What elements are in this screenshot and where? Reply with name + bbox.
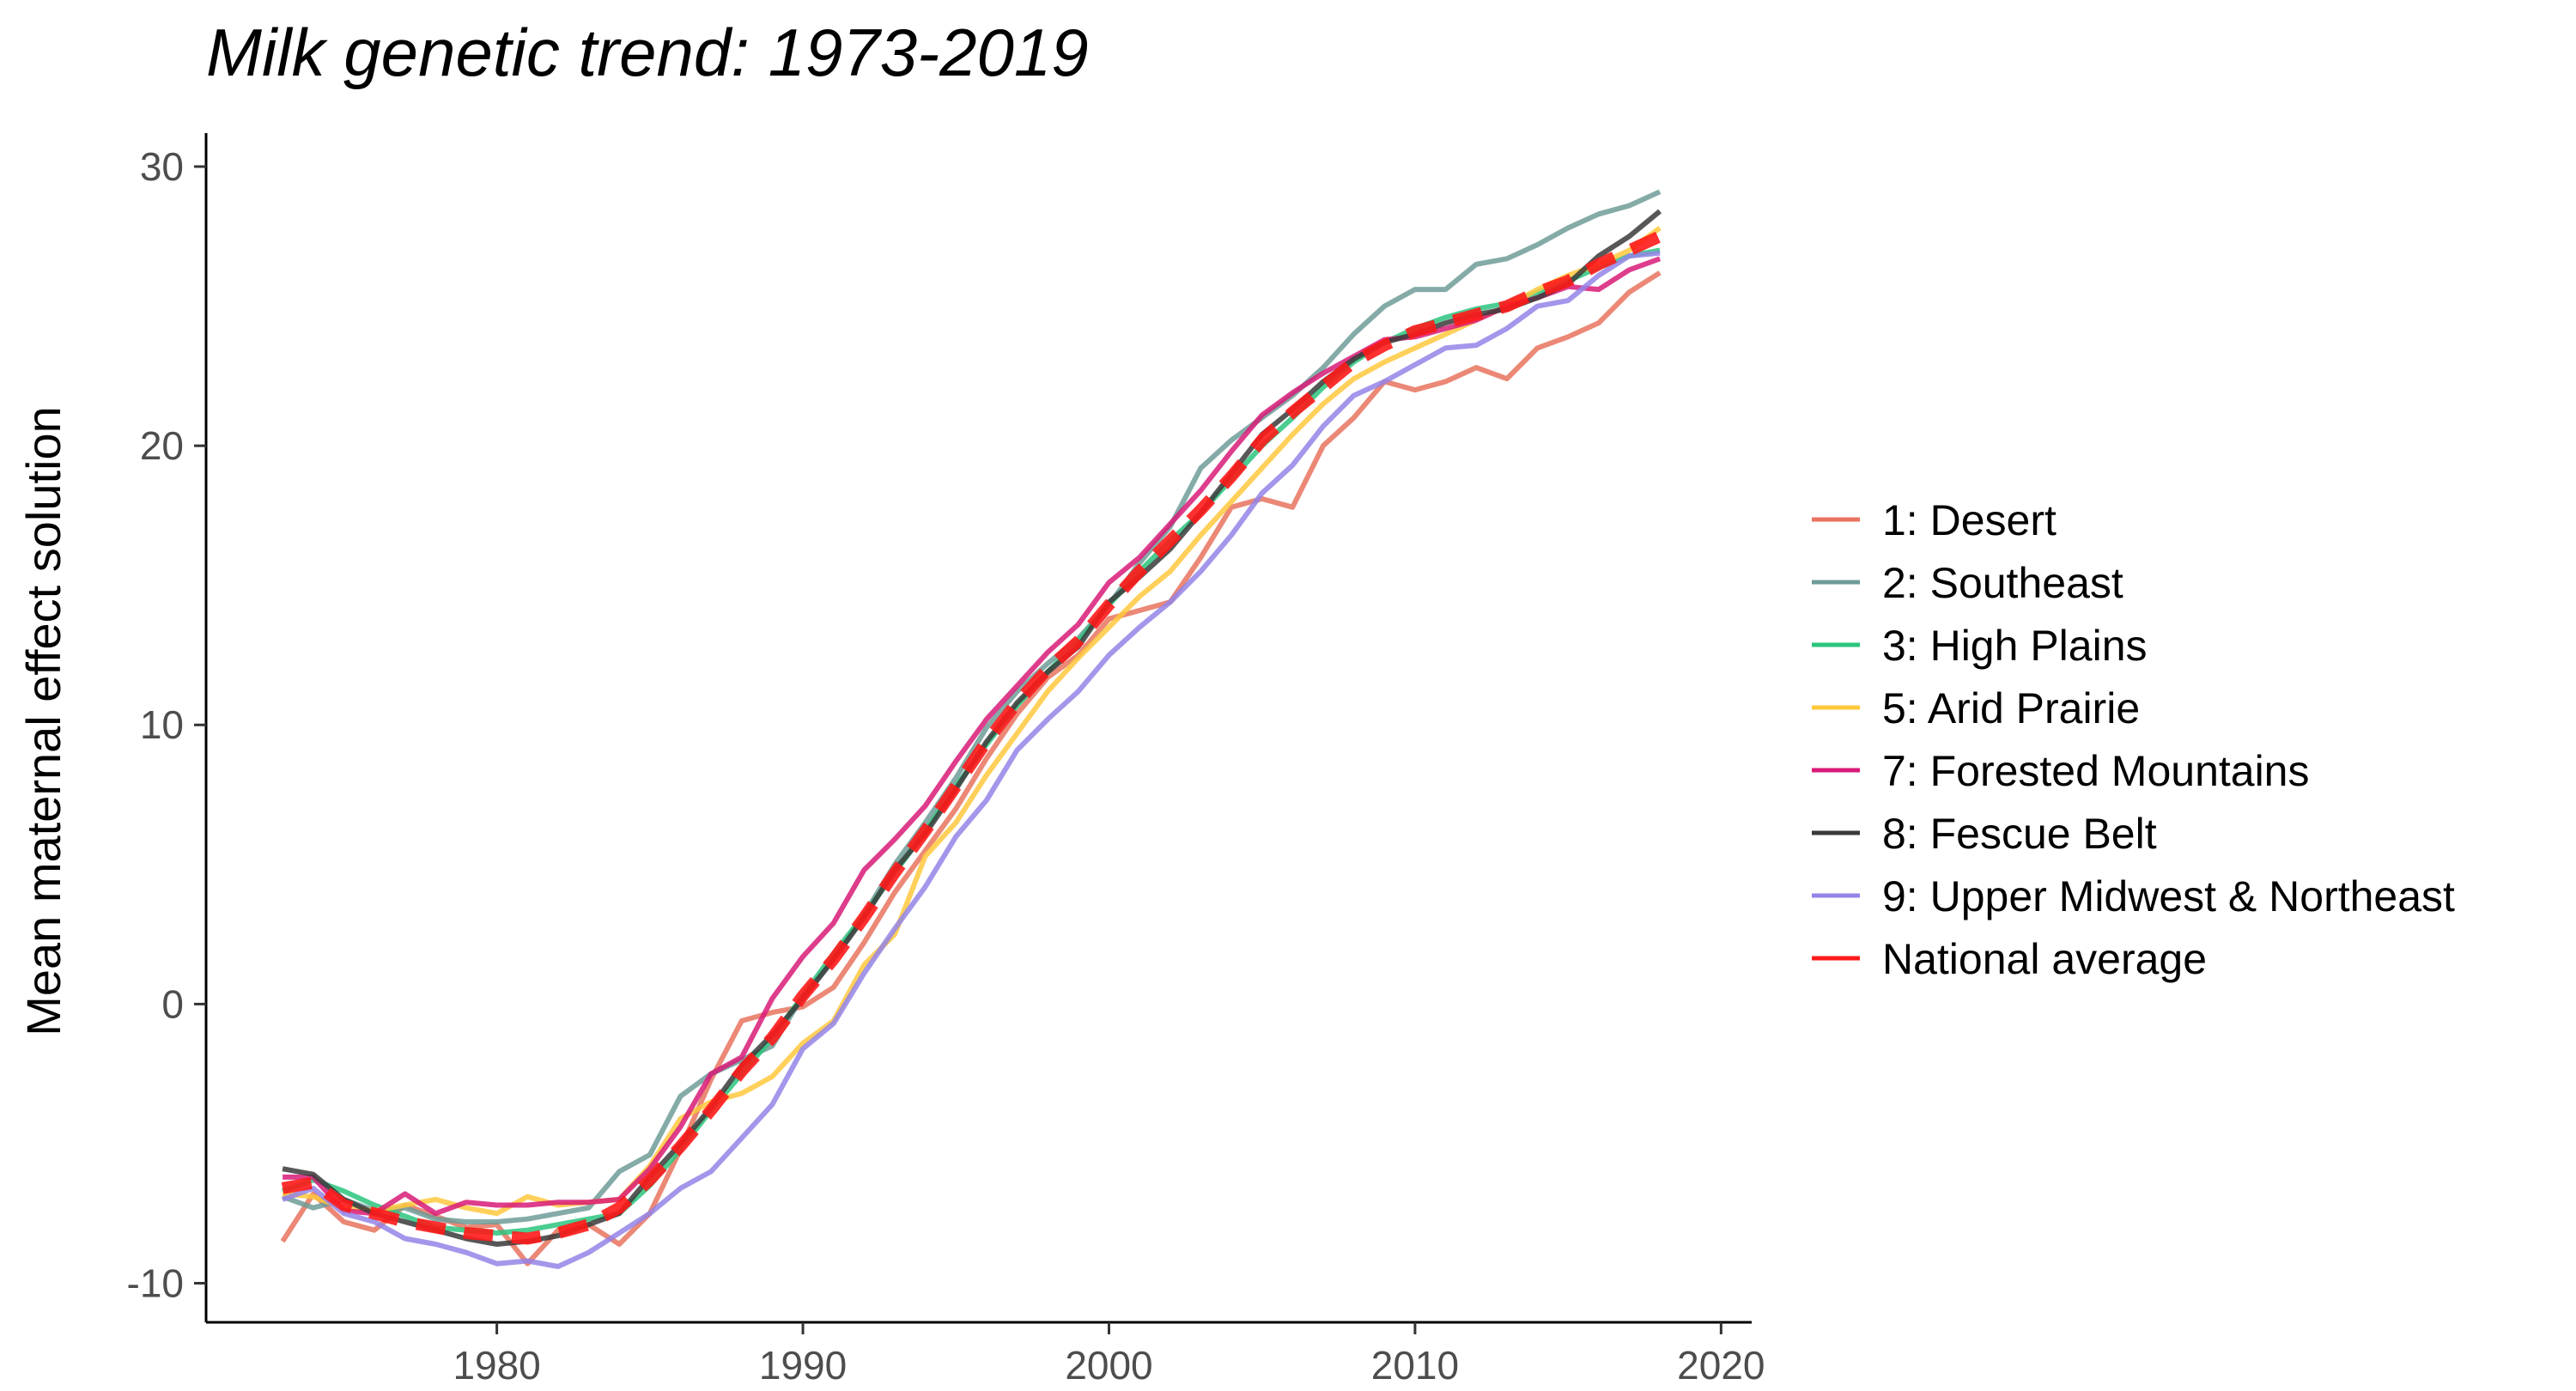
y-axis-title: Mean maternal effect solution <box>16 406 70 1036</box>
x-tick-label: 2000 <box>1065 1343 1152 1388</box>
series-line-7-forested-mountains <box>283 256 1662 1217</box>
legend-label-3-high-plains: 3: High Plains <box>1882 622 2148 670</box>
x-tick-label: 2020 <box>1677 1343 1765 1388</box>
series-line-2-southeast <box>282 189 1662 1224</box>
legend: 1: Desert 2: Southeast 3: High Plains 5: Ar… <box>1812 496 2455 983</box>
series-line-national-average <box>281 230 1662 1245</box>
legend-label-national-average: National average <box>1882 935 2207 983</box>
x-tick-label: 1980 <box>453 1343 540 1388</box>
series-line-9-upper-midwest-northeast <box>282 250 1661 1269</box>
chart-title: Milk genetic trend: 1973-2019 <box>206 15 1089 90</box>
legend-label-5-arid-prairie: 5: Arid Prairie <box>1882 684 2140 732</box>
y-tick-label: 10 <box>140 702 184 747</box>
legend-label-9-upper-midwest-northeast: 9: Upper Midwest & Northeast <box>1882 872 2455 920</box>
plot-area: 1980 1990 2000 2010 2020 -10 0 10 20 30 <box>127 133 1765 1388</box>
legend-label-7-forested-mountains: 7: Forested Mountains <box>1882 747 2310 795</box>
x-tick-label: 1990 <box>759 1343 847 1388</box>
y-tick-label: 30 <box>140 144 184 189</box>
x-tick-label: 2010 <box>1371 1343 1459 1388</box>
legend-label-2-southeast: 2: Southeast <box>1882 559 2123 607</box>
series-line-8-fescue-belt <box>282 209 1662 1247</box>
y-tick-label: -10 <box>127 1260 184 1305</box>
y-tick-label: 20 <box>140 423 184 468</box>
legend-label-1-desert: 1: Desert <box>1882 496 2057 544</box>
legend-label-8-fescue-belt: 8: Fescue Belt <box>1882 810 2157 858</box>
y-tick-label: 0 <box>161 981 184 1026</box>
